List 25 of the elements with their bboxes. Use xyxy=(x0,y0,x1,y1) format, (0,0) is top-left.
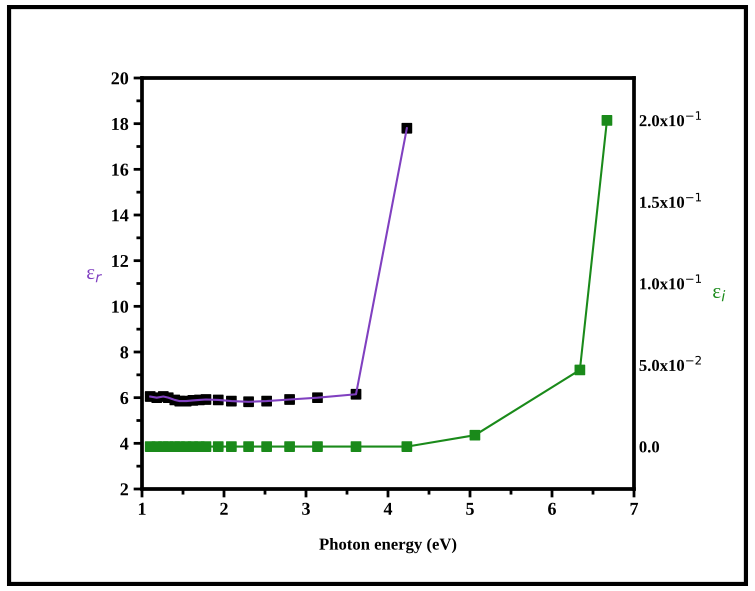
y-tick-label: 12 xyxy=(112,254,128,267)
y-tick-label: 4 xyxy=(120,438,128,450)
y2-tick-label: 2.0x10$^{−1}$ xyxy=(640,111,701,126)
y-tick-label: 10 xyxy=(112,300,128,313)
y-tick-label: 16 xyxy=(112,164,128,176)
y2-tick-label: 1.0x10$^{−1}$ xyxy=(640,274,701,290)
x-tick-label: 3 xyxy=(302,502,310,515)
x-tick-label: 7 xyxy=(630,502,638,515)
x-tick-label: 1 xyxy=(138,502,146,515)
x-tick-label: 2 xyxy=(220,502,228,515)
y-tick-label: 14 xyxy=(112,209,128,222)
y-tick-label: 2 xyxy=(120,483,128,496)
y2-tick-label: 1.5x10$^{−1}$ xyxy=(640,192,701,208)
x-tick-label: 4 xyxy=(384,502,392,515)
x-axis-title: Photon energy (eV) xyxy=(319,538,456,554)
y-axis-title: ε$_{r}$ xyxy=(87,269,102,282)
y2-tick-label: 0.0 xyxy=(639,441,660,453)
y-tick-label: 18 xyxy=(112,118,128,130)
y-tick-label: 20 xyxy=(112,72,128,84)
x-tick-label: 5 xyxy=(466,502,474,515)
y2-tick-label: 5.0x10$^{−2}$ xyxy=(640,356,701,372)
x-tick-label: 6 xyxy=(548,502,556,515)
y-tick-label: 8 xyxy=(120,346,128,358)
y-tick-label: 6 xyxy=(120,392,128,404)
y2-axis-title: ε$_{i}$ xyxy=(713,288,726,302)
